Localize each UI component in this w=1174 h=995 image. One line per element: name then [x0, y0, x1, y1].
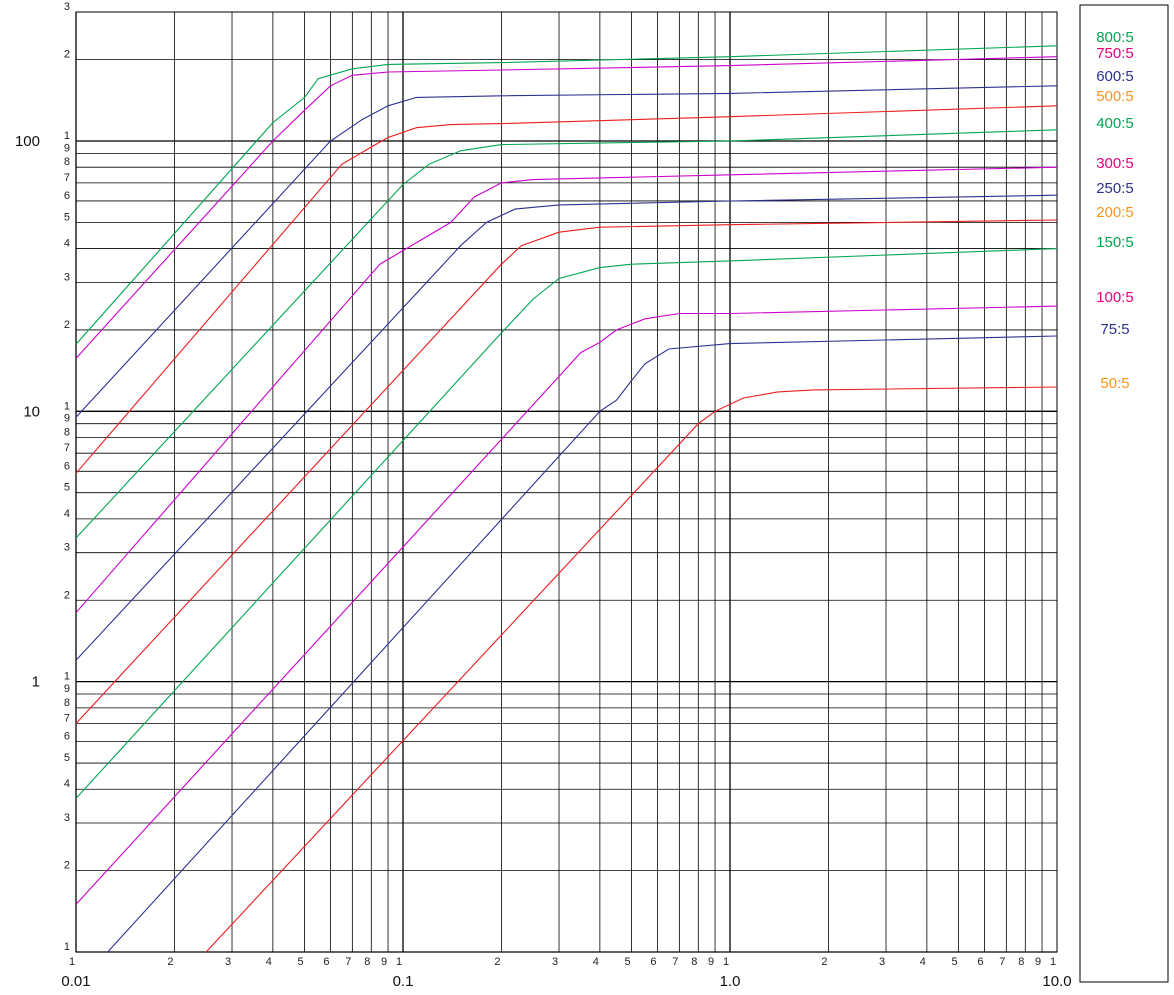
x-tick-label: 4: [593, 956, 599, 968]
x-major-label: 0.01: [61, 973, 90, 990]
x-tick-label: 5: [625, 956, 631, 968]
y-tick-label: 4: [64, 508, 70, 520]
legend-entry: 200:5: [1096, 204, 1134, 221]
legend-entry: 75:5: [1100, 321, 1129, 338]
x-major-label: 0.1: [393, 973, 414, 990]
y-tick-label: 1: [64, 941, 70, 953]
x-tick-label: 4: [920, 956, 926, 968]
y-tick-label: 3: [64, 812, 70, 824]
y-tick-label: 6: [64, 190, 70, 202]
y-tick-label: 9: [64, 142, 70, 154]
x-tick-label: 1: [723, 956, 729, 968]
series-line-8: [75, 219, 1058, 724]
y-tick-label: 1: [64, 400, 70, 412]
x-tick-label: 4: [266, 956, 272, 968]
x-tick-label: 8: [691, 956, 697, 968]
x-axis-labels: 1 2 3 4 5 6 7 8 9 1 2 3 4 5 6 7 8 9 1 2 3 4 5 6 7 8 9 10.01 0.1 1.0 10…: [61, 956, 1071, 990]
y-tick-label: 8: [64, 427, 70, 439]
x-tick-label: 3: [225, 956, 231, 968]
x-tick-label: 9: [1035, 956, 1041, 968]
x-tick-label: 1: [69, 956, 75, 968]
x-tick-label: 6: [977, 956, 983, 968]
x-tick-label: 9: [708, 956, 714, 968]
x-tick-label: 7: [999, 956, 1005, 968]
y-tick-label: 2: [64, 49, 70, 61]
legend-entry: 400:5: [1096, 115, 1134, 132]
x-major-label: 10.0: [1042, 973, 1071, 990]
series-line-2: [75, 56, 1058, 359]
x-tick-label: 7: [672, 956, 678, 968]
legend-entry: 150:5: [1096, 234, 1134, 251]
x-tick-label: 3: [879, 956, 885, 968]
x-tick-label: 1: [396, 956, 402, 968]
series-line-3: [75, 85, 1058, 418]
y-tick-label: 1: [64, 130, 70, 142]
y-tick-label: 8: [64, 156, 70, 168]
legend-frame: [1079, 4, 1169, 983]
legend-entry: 250:5: [1096, 180, 1134, 197]
y-tick-label: 2: [64, 319, 70, 331]
series-group: [75, 45, 1058, 953]
x-tick-label: 8: [1018, 956, 1024, 968]
legend-entry: 100:5: [1096, 289, 1134, 306]
y-tick-label: 3: [64, 542, 70, 554]
y-tick-label: 7: [64, 713, 70, 725]
y-tick-label: 5: [64, 482, 70, 494]
series-line-6: [75, 166, 1058, 614]
y-tick-label: 2: [64, 589, 70, 601]
legend-entry: 800:5: [1096, 29, 1134, 46]
series-line-7: [75, 194, 1058, 661]
y-major-label: 10: [23, 403, 40, 420]
y-tick-label: 5: [64, 752, 70, 764]
x-tick-label: 2: [494, 956, 500, 968]
y-tick-label: 9: [64, 413, 70, 425]
series-line-10: [75, 305, 1058, 905]
legend-entry: 750:5: [1096, 45, 1134, 62]
x-tick-label: 7: [345, 956, 351, 968]
x-tick-label: 6: [650, 956, 656, 968]
x-tick-label: 5: [952, 956, 958, 968]
y-tick-label: 7: [64, 442, 70, 454]
grid: [75, 11, 1058, 953]
y-major-label: 1: [32, 674, 40, 691]
x-tick-label: 9: [381, 956, 387, 968]
y-tick-label: 1: [64, 671, 70, 683]
y-tick-label: 5: [64, 211, 70, 223]
x-tick-label: 3: [552, 956, 558, 968]
x-tick-label: 1: [1050, 956, 1056, 968]
y-tick-label: 3: [64, 1, 70, 13]
y-tick-label: 9: [64, 683, 70, 695]
legend-entry: 50:5: [1100, 375, 1129, 392]
x-tick-label: 8: [364, 956, 370, 968]
y-tick-label: 8: [64, 697, 70, 709]
series-line-11: [107, 335, 1058, 953]
series-line-9: [75, 248, 1058, 799]
y-tick-label: 7: [64, 172, 70, 184]
series-line-5: [75, 129, 1058, 539]
legend-entry: 300:5: [1096, 155, 1134, 172]
y-major-label: 100: [15, 133, 40, 150]
y-tick-label: 4: [64, 238, 70, 250]
series-line-4: [75, 105, 1058, 474]
series-line-1: [75, 45, 1058, 345]
x-tick-label: 2: [167, 956, 173, 968]
x-tick-label: 2: [821, 956, 827, 968]
legend-entry: 600:5: [1096, 68, 1134, 85]
x-tick-label: 6: [323, 956, 329, 968]
y-tick-label: 2: [64, 860, 70, 872]
x-major-label: 1.0: [720, 973, 741, 990]
series-line-12: [205, 386, 1058, 953]
y-tick-label: 3: [64, 271, 70, 283]
y-tick-label: 4: [64, 778, 70, 790]
x-tick-label: 5: [298, 956, 304, 968]
y-tick-label: 6: [64, 460, 70, 472]
legend-entry: 500:5: [1096, 88, 1134, 105]
y-tick-label: 6: [64, 731, 70, 743]
